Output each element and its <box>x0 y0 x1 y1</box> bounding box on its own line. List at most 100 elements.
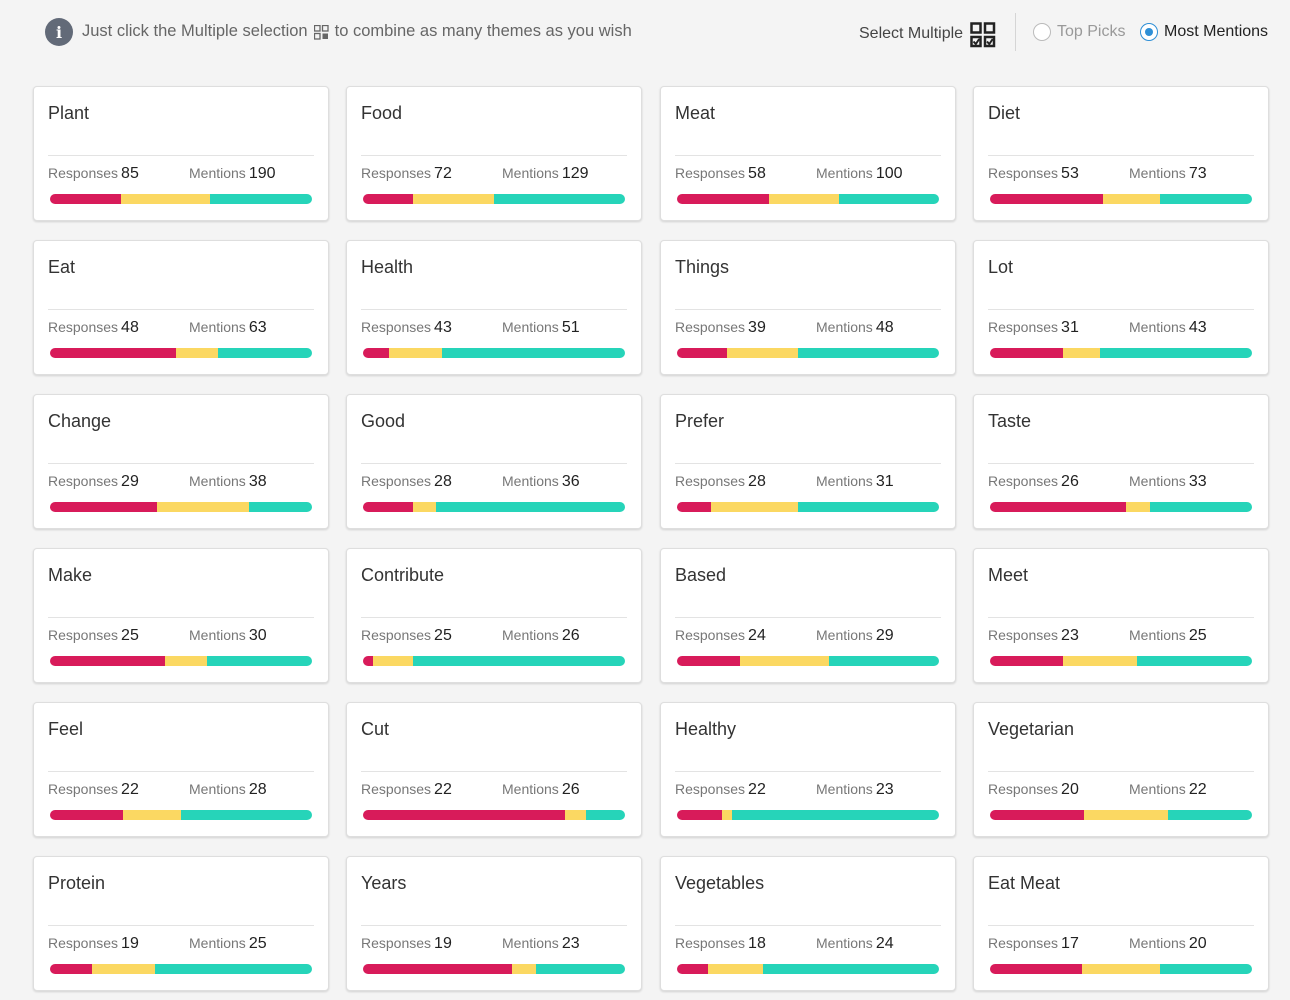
sentiment-segment-positive <box>828 656 939 666</box>
sentiment-segment-neutral <box>389 348 442 358</box>
responses-label: Responses <box>48 319 119 335</box>
theme-card[interactable]: Prefer Responses 28 Mentions 31 <box>660 394 956 529</box>
sentiment-bar <box>50 502 312 512</box>
responses-stat: Responses 22 <box>48 781 139 799</box>
mentions-stat: Mentions 20 <box>1129 935 1207 953</box>
sentiment-bar <box>990 964 1252 974</box>
sentiment-segment-neutral <box>726 348 798 358</box>
sentiment-segment-neutral <box>1084 810 1169 820</box>
sort-most-mentions-radio[interactable]: Most Mentions <box>1140 23 1268 41</box>
mentions-count: 22 <box>1188 781 1207 798</box>
theme-card[interactable]: Diet Responses 53 Mentions 73 <box>973 86 1269 221</box>
theme-card[interactable]: Contribute Responses 25 Mentions 26 <box>346 548 642 683</box>
theme-card[interactable]: Meet Responses 23 Mentions 25 <box>973 548 1269 683</box>
sentiment-segment-neutral <box>412 194 494 204</box>
theme-card[interactable]: Vegetarian Responses 20 Mentions 22 <box>973 702 1269 837</box>
responses-label: Responses <box>675 319 746 335</box>
theme-card[interactable]: Change Responses 29 Mentions 38 <box>33 394 329 529</box>
theme-title: Contribute <box>361 565 445 585</box>
responses-stat: Responses 28 <box>361 473 452 491</box>
theme-card[interactable]: Meat Responses 58 Mentions 100 <box>660 86 956 221</box>
mentions-count: 24 <box>875 935 894 952</box>
sentiment-bar <box>363 810 625 820</box>
sentiment-segment-positive <box>441 348 625 358</box>
mentions-label: Mentions <box>502 627 559 643</box>
responses-count: 39 <box>748 319 766 336</box>
theme-card[interactable]: Protein Responses 19 Mentions 25 <box>33 856 329 991</box>
theme-card[interactable]: Eat Responses 48 Mentions 63 <box>33 240 329 375</box>
mentions-stat: Mentions 48 <box>816 319 894 337</box>
sentiment-segment-negative <box>363 964 513 974</box>
mentions-count: 25 <box>1188 627 1207 644</box>
sentiment-segment-positive <box>180 810 312 820</box>
theme-card[interactable]: Years Responses 19 Mentions 23 <box>346 856 642 991</box>
theme-card[interactable]: Eat Meat Responses 17 Mentions 20 <box>973 856 1269 991</box>
mentions-stat: Mentions 73 <box>1129 165 1207 183</box>
card-divider <box>48 309 314 310</box>
sentiment-segment-neutral <box>564 810 586 820</box>
theme-card[interactable]: Based Responses 24 Mentions 29 <box>660 548 956 683</box>
sentiment-segment-positive <box>207 656 312 666</box>
theme-title: Taste <box>988 411 1032 431</box>
sort-most-mentions-label: Most Mentions <box>1164 23 1269 40</box>
sort-top-picks-radio[interactable]: Top Picks <box>1033 23 1125 41</box>
mentions-count: 30 <box>248 627 267 644</box>
responses-stat: Responses 53 <box>988 165 1079 183</box>
sentiment-bar <box>677 810 939 820</box>
sentiment-bar <box>990 810 1252 820</box>
mentions-label: Mentions <box>189 473 246 489</box>
multiple-selection-hint: Just click the Multiple selection to com… <box>82 22 632 41</box>
responses-label: Responses <box>48 935 119 951</box>
theme-card[interactable]: Food Responses 72 Mentions 129 <box>346 86 642 221</box>
multi-select-icon[interactable] <box>970 22 996 48</box>
responses-count: 28 <box>748 473 766 490</box>
theme-card[interactable]: Plant Responses 85 Mentions 190 <box>33 86 329 221</box>
mentions-label: Mentions <box>816 319 873 335</box>
card-divider <box>988 617 1254 618</box>
theme-card[interactable]: Taste Responses 26 Mentions 33 <box>973 394 1269 529</box>
responses-count: 19 <box>121 935 139 952</box>
sentiment-segment-negative <box>677 810 722 820</box>
responses-stat: Responses 48 <box>48 319 139 337</box>
responses-label: Responses <box>675 935 746 951</box>
card-divider <box>675 925 941 926</box>
theme-card[interactable]: Vegetables Responses 18 Mentions 24 <box>660 856 956 991</box>
mentions-count: 26 <box>561 781 580 798</box>
theme-card[interactable]: Cut Responses 22 Mentions 26 <box>346 702 642 837</box>
responses-stat: Responses 17 <box>988 935 1079 953</box>
sentiment-segment-negative <box>990 194 1103 204</box>
mentions-label: Mentions <box>816 627 873 643</box>
mentions-stat: Mentions 33 <box>1129 473 1207 491</box>
responses-label: Responses <box>361 165 432 181</box>
responses-count: 22 <box>121 781 139 798</box>
sentiment-segment-negative <box>50 810 124 820</box>
theme-card[interactable]: Healthy Responses 22 Mentions 23 <box>660 702 956 837</box>
mentions-stat: Mentions 30 <box>189 627 267 645</box>
radio-checked-icon[interactable] <box>1140 23 1158 41</box>
responses-label: Responses <box>988 781 1059 797</box>
radio-unchecked-icon[interactable] <box>1033 23 1051 41</box>
sentiment-segment-positive <box>797 348 939 358</box>
sentiment-segment-negative <box>990 502 1127 512</box>
mentions-label: Mentions <box>502 935 559 951</box>
responses-count: 25 <box>434 627 452 644</box>
theme-card[interactable]: Lot Responses 31 Mentions 43 <box>973 240 1269 375</box>
responses-stat: Responses 58 <box>675 165 766 183</box>
card-divider <box>675 309 941 310</box>
theme-card[interactable]: Feel Responses 22 Mentions 28 <box>33 702 329 837</box>
theme-card[interactable]: Health Responses 43 Mentions 51 <box>346 240 642 375</box>
sentiment-segment-positive <box>535 964 625 974</box>
theme-card[interactable]: Good Responses 28 Mentions 36 <box>346 394 642 529</box>
responses-stat: Responses 22 <box>675 781 766 799</box>
info-icon: i <box>45 18 73 46</box>
responses-count: 29 <box>121 473 139 490</box>
theme-title: Healthy <box>675 719 737 739</box>
responses-label: Responses <box>361 781 432 797</box>
sentiment-segment-neutral <box>1063 656 1137 666</box>
sentiment-segment-positive <box>1136 656 1252 666</box>
card-divider <box>675 463 941 464</box>
theme-card[interactable]: Make Responses 25 Mentions 30 <box>33 548 329 683</box>
mentions-stat: Mentions 23 <box>816 781 894 799</box>
sentiment-segment-negative <box>990 656 1064 666</box>
theme-card[interactable]: Things Responses 39 Mentions 48 <box>660 240 956 375</box>
